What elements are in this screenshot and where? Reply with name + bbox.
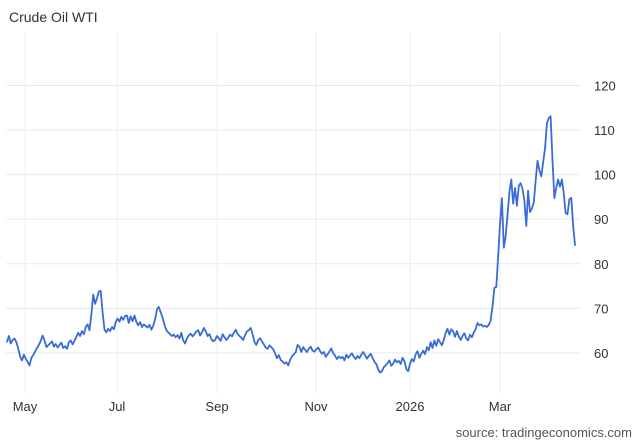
y-tick-label: 60 [594,346,608,361]
x-tick-labels: May Jul Sep Nov 2026 Mar [13,399,512,414]
y-tick-label: 110 [594,123,615,138]
y-tick-label: 70 [594,301,608,316]
grid-layer [6,32,580,393]
x-tick-label: 2026 [396,399,425,414]
x-tick-label: Sep [205,399,228,414]
y-tick-labels: 60 70 80 90 100 110 120 [594,78,616,360]
y-tick-label: 90 [594,212,608,227]
x-tick-label: Mar [489,399,512,414]
series-line-wti [6,115,576,374]
y-tick-label: 100 [594,168,616,183]
x-tick-label: Nov [304,399,328,414]
y-tick-label: 80 [594,257,608,272]
x-tick-label: Jul [109,399,126,414]
source-label: source: tradingeconomics.com [456,425,632,440]
y-tick-label: 120 [594,78,616,93]
x-tick-label: May [13,399,38,414]
chart-title: Crude Oil WTI [9,9,98,25]
